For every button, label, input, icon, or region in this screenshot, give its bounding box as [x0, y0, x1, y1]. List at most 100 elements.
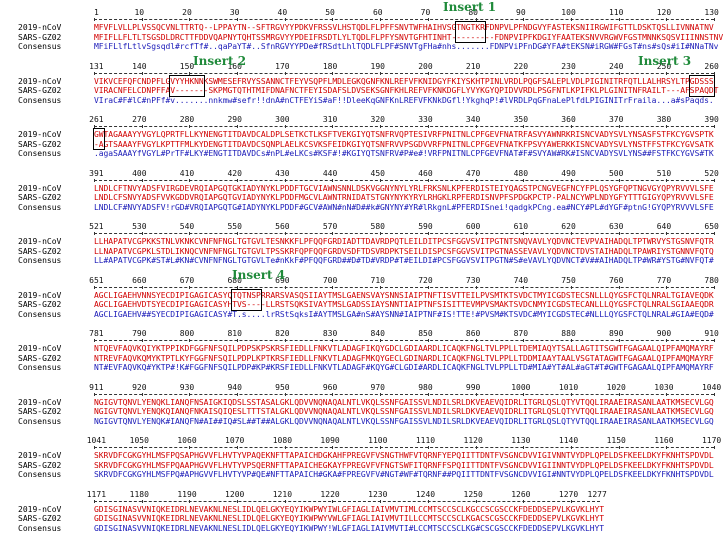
row-label: Consensus: [18, 95, 62, 105]
seq-row-sars-gz02: SARS-GZ02 NTREVFAQVKQMYKTPTLKYFGGFNFSQILP…: [0, 354, 728, 364]
ruler-tick: [94, 392, 95, 396]
ruler-tick-label: 910: [704, 329, 719, 338]
seq-row-consensus: Consensus LL#APATVCGPK#ST#L#KN#CVNFNFNGLT…: [0, 256, 728, 266]
ruler-tick: [332, 499, 334, 503]
ruler-tick: [141, 392, 143, 396]
ruler-tick-label: 1050: [129, 436, 149, 445]
seq-row-consensus: Consensus NGIGVTQNVLYENQK#IANQFN#AI##IQ#S…: [0, 417, 728, 427]
ruler-tick: [570, 71, 572, 75]
seq-row-2019-ncov: 2019-nCoV GDISGINASVVNIQKEIDRLNEVAKNLNESL…: [0, 505, 728, 515]
ruler-tick-label: 760: [608, 275, 624, 285]
row-label: 2019-nCoV: [18, 451, 62, 460]
sequence-text: GDISGINASVVNIQKEIDRLNEVAKNLNESLIDLQELGKY…: [94, 523, 605, 533]
alignment-block: 521 530 540 550 560 570 580 590 600 610 620 630 640 6…: [0, 222, 728, 282]
sequence-text: MFVFLVLLPLVSSQCVNLTTRTQ--LPPAYTN--SFTRGV…: [94, 23, 714, 32]
ruler-tick: [475, 499, 477, 503]
ruler-tick-label: 800: [179, 329, 195, 338]
ruler-tick-label: 740: [513, 275, 529, 285]
ruler-tick: [141, 339, 143, 342]
ruler-tick-label: 1180: [129, 489, 149, 499]
ruler-tick: [380, 499, 382, 503]
position-ruler: 261 270 280 290 300 310 320 330 340 350 360 370 380 3…: [0, 115, 728, 127]
ruler-tick-label: 10: [134, 8, 145, 17]
ruler-tick-label: 1080: [272, 436, 293, 445]
sequence-text: SKRVDFCGKGYHLMSFPQ#APHGVVFLHVTYVP#QE#NFT…: [94, 470, 714, 479]
ruler-tick-label: 970: [370, 382, 385, 392]
seq-row-sars-gz02: SARS-GZ02 GDISGINASVVNIQKEIDRLNEVAKNLNESL…: [0, 514, 728, 524]
seq-row-sars-gz02: SARS-GZ02 -AGTSAAAYFVGYLKPTTFMLKYDENGTITD…: [0, 140, 728, 150]
position-ruler: 521 530 540 550 560 570 580 590 600 610 620 630 640 6…: [0, 222, 728, 234]
row-label: 2019-nCoV: [18, 76, 62, 86]
sequence-text: GWTAGAAAYYVGYLQPRTFLLKYNENGTITDAVDCALDPL…: [94, 130, 714, 139]
seq-row-sars-gz02: SARS-GZ02 MFIFLLFLTLTSGSDLDRCTTFDDVQAPNYT…: [0, 33, 728, 43]
ruler-tick-label: 20: [182, 8, 192, 17]
alignment-block: 391 400 410 420 430 440 450 460 470 480 490 500 510 5…: [0, 169, 728, 229]
insert-box: [231, 288, 262, 311]
ruler-tick: [570, 18, 572, 21]
ruler-tick-label: 520: [704, 168, 719, 178]
ruler-tick-label: 651: [89, 275, 104, 285]
ruler-tick: [189, 285, 191, 289]
seq-row-consensus: Consensus VIraC#F#lC#nPFf#v.......nnkmw#s…: [0, 96, 728, 106]
sequence-text: MFIFLLFLTLTSGSDLDRCTTFDDVQAPNYTQHTSSMRGV…: [94, 32, 724, 42]
sequence-text: AGCLIGAEHVNNSYECDIPIGAGICASYQTQTNSPRRARS…: [94, 290, 714, 300]
row-label: 2019-nCoV: [18, 237, 62, 246]
ruler-tick-label: 980: [418, 382, 433, 392]
ruler-tick: [427, 392, 429, 396]
ruler-tick: [523, 232, 525, 235]
ruler-tick: [189, 125, 191, 128]
ruler-tick: [523, 339, 525, 342]
ruler-tick-label: 850: [418, 329, 433, 338]
ruler-tick-label: 470: [465, 168, 481, 178]
ruler-tick: [427, 232, 429, 235]
ruler-tick: [618, 232, 620, 235]
seq-row-2019-ncov: 2019-nCoV AGCLIGAEHVNNSYECDIPIGAGICASYQTQ…: [0, 291, 728, 301]
seq-row-sars-gz02: SARS-GZ02 AGCLIGAEHVDTSYECDIPIGAGICASYHTV…: [0, 300, 728, 310]
seq-row-sars-gz02: SARS-GZ02 NGIGVTQNVLYENQKQIANQFNKAISQIQES…: [0, 407, 728, 417]
ruler-tick: [714, 178, 715, 182]
ruler-tick: [618, 178, 620, 182]
ruler-tick: [523, 446, 525, 449]
seq-row-2019-ncov: 2019-nCoV NTQEVFAQVKQIYKTPPIKDFGGFNFSQILP…: [0, 344, 728, 354]
ruler-line: [94, 72, 714, 74]
ruler-tick-label: 140: [132, 61, 147, 71]
ruler-tick: [189, 178, 191, 182]
ruler-tick: [427, 18, 429, 21]
ruler-tick: [189, 232, 191, 235]
ruler-tick: [332, 18, 334, 21]
ruler-tick: [666, 446, 668, 449]
insert-label: Insert 1: [443, 0, 497, 14]
ruler-tick: [666, 392, 668, 396]
seq-row-2019-ncov: 2019-nCoV SKRVDFCGKGYHLMSFPQSAPHGVVFLHVTY…: [0, 451, 728, 461]
ruler-tick: [570, 285, 572, 289]
ruler-tick: [284, 339, 286, 342]
ruler-tick-label: 1170: [701, 436, 722, 445]
row-label: Consensus: [18, 416, 62, 426]
ruler-tick-label: 230: [561, 61, 576, 71]
ruler-tick: [475, 18, 477, 21]
row-label: SARS-GZ02: [18, 86, 62, 95]
ruler-line: [94, 126, 714, 127]
ruler-tick-label: 360: [561, 115, 576, 124]
seq-row-2019-ncov: 2019-nCoV MFVFLVLLPLVSSQCVNLTTRTQ--LPPAYT…: [0, 23, 728, 33]
ruler-tick-label: 1260: [511, 489, 531, 499]
ruler-tick: [141, 178, 143, 182]
row-label: SARS-GZ02: [18, 407, 62, 416]
ruler-tick: [475, 232, 477, 235]
sequence-text: GDISGINASVVNIQKEIDRLNEVAKNLNESLIDLQELGKY…: [94, 514, 605, 523]
row-label: SARS-GZ02: [18, 32, 62, 42]
ruler-tick-label: 180: [322, 61, 338, 71]
ruler-tick-label: 630: [608, 222, 624, 231]
ruler-tick-label: 1010: [558, 382, 579, 392]
ruler-ticks: [94, 18, 715, 22]
sequence-text: LNDLCFSNVYADSFVVKGDDVRQIAPGQTGVIADYNYKLP…: [94, 193, 714, 202]
ruler-tick-label: 1090: [320, 436, 340, 445]
seq-row-consensus: Consensus AGCLIGAEHV##SYECDIPIGAGICASY#T.…: [0, 310, 728, 320]
ruler-tick-label: 1040: [701, 382, 722, 392]
ruler-tick: [523, 392, 525, 396]
ruler-tick: [284, 499, 286, 503]
ruler-tick: [475, 339, 477, 342]
ruler-tick-label: 620: [561, 222, 576, 231]
ruler-tick: [94, 285, 95, 289]
